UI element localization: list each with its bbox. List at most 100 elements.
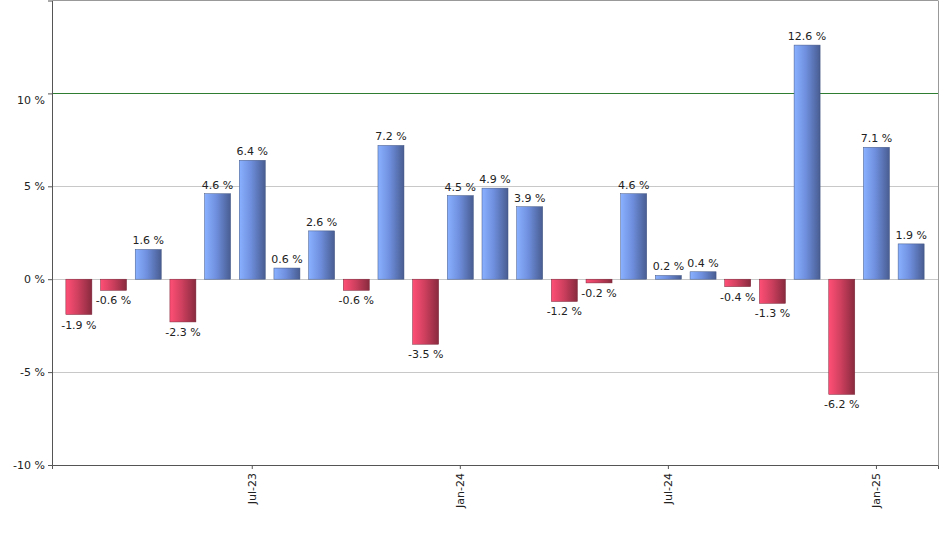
x-tick-mark bbox=[703, 465, 704, 469]
x-tick-label: Jan-24 bbox=[454, 473, 467, 509]
data-label: 4.6 % bbox=[618, 179, 649, 192]
y-tick-mark bbox=[48, 93, 52, 94]
bar bbox=[517, 207, 543, 279]
data-label: -0.6 % bbox=[96, 294, 131, 307]
y-tick-label: -10 % bbox=[13, 459, 45, 472]
x-tick-mark bbox=[772, 465, 773, 469]
data-label: 12.6 % bbox=[788, 30, 826, 43]
x-tick bbox=[737, 465, 738, 469]
x-tick-mark bbox=[148, 465, 149, 469]
x-tick bbox=[633, 465, 634, 469]
x-tick bbox=[182, 465, 183, 469]
y-tick-label: 5 % bbox=[24, 180, 45, 193]
y-tick: -5 % bbox=[20, 366, 52, 379]
y-tick-label: 10 % bbox=[17, 94, 45, 107]
bar bbox=[829, 279, 855, 394]
x-tick bbox=[390, 465, 391, 469]
x-tick-mark bbox=[356, 465, 357, 469]
data-label: 3.9 % bbox=[514, 192, 545, 205]
bar bbox=[759, 279, 785, 303]
y-axis-line bbox=[48, 1, 53, 466]
data-label: -1.3 % bbox=[755, 307, 790, 320]
x-tick bbox=[911, 465, 912, 469]
x-tick-mark bbox=[217, 465, 218, 469]
x-tick bbox=[321, 465, 322, 469]
data-label: 4.6 % bbox=[202, 179, 233, 192]
data-label: 1.9 % bbox=[895, 229, 926, 242]
y-axis: -10 % -5 % 0 % 5 % 10 % bbox=[13, 1, 52, 472]
y-tick-mark bbox=[48, 465, 52, 466]
bar bbox=[135, 249, 161, 279]
y-tick-mark bbox=[48, 279, 52, 280]
bar bbox=[378, 145, 404, 279]
bar bbox=[170, 279, 196, 322]
x-tick-mark bbox=[113, 465, 114, 469]
x-tick-label: Jul-23 bbox=[246, 473, 259, 505]
data-label: -0.4 % bbox=[720, 291, 755, 304]
data-label: 0.2 % bbox=[653, 260, 684, 273]
x-tick-mark bbox=[911, 465, 912, 469]
data-label: -0.2 % bbox=[581, 287, 616, 300]
bar bbox=[482, 188, 508, 279]
x-tick: Jan-25 bbox=[870, 465, 883, 509]
x-tick bbox=[286, 465, 287, 469]
data-labels: -1.9 %-0.6 %1.6 %-2.3 %4.6 %6.4 %0.6 %2.… bbox=[61, 30, 927, 411]
y-tick: 5 % bbox=[24, 180, 52, 193]
data-label: -6.2 % bbox=[824, 398, 859, 411]
bar bbox=[586, 279, 612, 283]
data-label: 0.6 % bbox=[271, 253, 302, 266]
bar bbox=[690, 272, 716, 279]
data-label: 4.9 % bbox=[479, 173, 510, 186]
x-tick: Jan-24 bbox=[454, 465, 467, 509]
bar bbox=[274, 268, 300, 279]
bar bbox=[794, 45, 820, 279]
x-tick bbox=[495, 465, 496, 469]
bar bbox=[205, 194, 231, 279]
x-tick bbox=[217, 465, 218, 469]
frame-top bbox=[52, 0, 938, 1]
y-tick: 0 % bbox=[24, 273, 52, 286]
x-tick-mark bbox=[78, 465, 79, 469]
x-tick-mark bbox=[633, 465, 634, 469]
x-tick-mark bbox=[737, 465, 738, 469]
data-label: -0.6 % bbox=[339, 294, 374, 307]
bars bbox=[66, 45, 924, 394]
bar bbox=[725, 279, 751, 286]
x-tick-label: Jul-24 bbox=[662, 473, 675, 505]
grid-line bbox=[52, 372, 938, 373]
x-tick bbox=[78, 465, 79, 469]
data-label: 7.1 % bbox=[861, 132, 892, 145]
y-tick-label: 0 % bbox=[24, 273, 45, 286]
x-tick-mark bbox=[321, 465, 322, 469]
data-label: 6.4 % bbox=[237, 145, 268, 158]
x-tick-mark bbox=[668, 465, 669, 469]
x-tick-mark bbox=[564, 465, 565, 469]
x-tick bbox=[807, 465, 808, 469]
x-axis: Jul-23 Jan-24 Jul-24 Jan-25 bbox=[53, 465, 939, 509]
x-tick bbox=[356, 465, 357, 469]
x-tick-mark bbox=[841, 465, 842, 469]
x-tick-mark bbox=[495, 465, 496, 469]
x-tick bbox=[529, 465, 530, 469]
x-tick bbox=[113, 465, 114, 469]
x-tick-mark bbox=[252, 465, 253, 469]
x-tick bbox=[703, 465, 704, 469]
x-tick bbox=[772, 465, 773, 469]
x-tick-mark bbox=[425, 465, 426, 469]
x-axis-line bbox=[53, 466, 939, 470]
y-tick-mark bbox=[48, 372, 52, 373]
data-label: 0.4 % bbox=[687, 257, 718, 270]
x-tick-mark bbox=[390, 465, 391, 469]
data-label: 4.5 % bbox=[445, 181, 476, 194]
x-tick-mark bbox=[876, 465, 877, 469]
x-tick: Jul-24 bbox=[662, 465, 675, 505]
bar bbox=[309, 231, 335, 279]
y-tick-mark bbox=[48, 186, 52, 187]
bar bbox=[413, 279, 439, 344]
x-tick-label: Jan-25 bbox=[870, 473, 883, 509]
bar bbox=[551, 279, 577, 301]
x-tick-mark bbox=[286, 465, 287, 469]
x-tick bbox=[599, 465, 600, 469]
x-tick bbox=[425, 465, 426, 469]
bar bbox=[239, 160, 265, 279]
